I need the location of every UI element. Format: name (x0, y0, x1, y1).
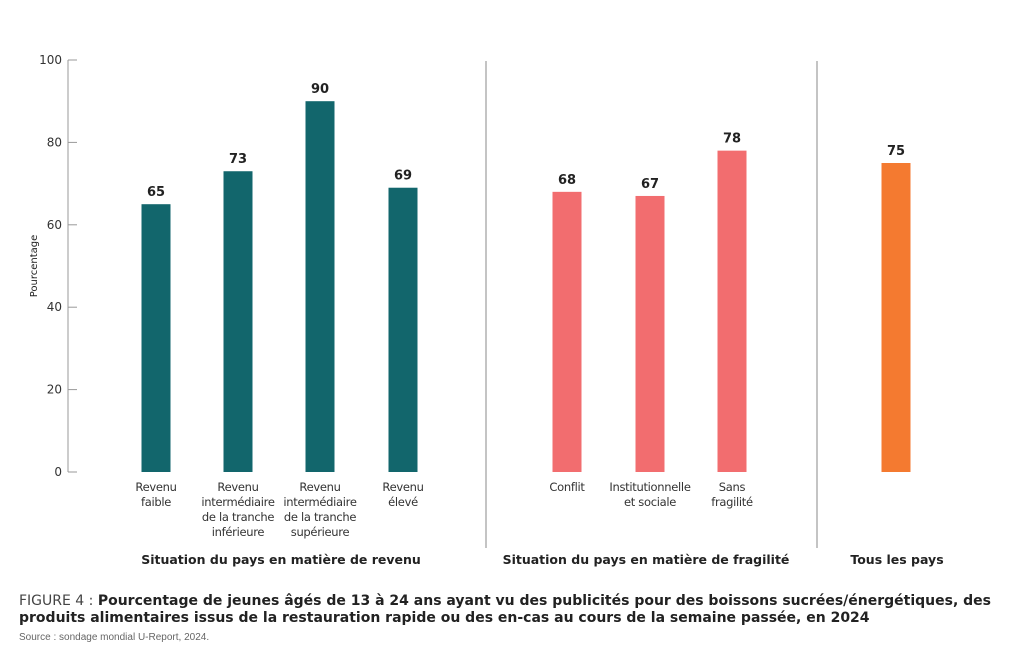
x-tick-label: intermédiaire (201, 495, 274, 509)
data-label: 78 (723, 132, 741, 147)
x-tick-label: Revenu (135, 480, 176, 494)
x-tick-label: Institutionnelle (609, 480, 690, 494)
data-label: 67 (641, 177, 659, 192)
bar (141, 204, 171, 472)
bar (305, 101, 335, 472)
x-tick-label: Revenu (299, 480, 340, 494)
y-tick-label: 100 (39, 53, 62, 67)
bars (141, 101, 911, 473)
x-tick-label: faible (141, 495, 171, 509)
figure-number: FIGURE 4 : (19, 593, 98, 609)
bar (388, 187, 418, 472)
x-tick-label: de la tranche (202, 510, 275, 524)
x-tick-label: et sociale (624, 495, 676, 509)
bar (717, 150, 747, 472)
data-label: 73 (229, 152, 247, 167)
data-label: 90 (311, 82, 329, 97)
group-label: Situation du pays en matière de revenu (141, 552, 421, 567)
x-tick-label: supérieure (291, 525, 350, 539)
figure-title: Pourcentage de jeunes âgés de 13 à 24 an… (19, 593, 991, 626)
group-label: Situation du pays en matière de fragilit… (503, 552, 790, 567)
y-axis-label: Pourcentage (29, 235, 40, 298)
bar (552, 191, 582, 472)
y-tick-label: 60 (47, 218, 62, 232)
x-tick-label: Revenu (382, 480, 423, 494)
source-note: Source : sondage mondial U-Report, 2024. (19, 632, 210, 643)
bar (223, 171, 253, 473)
figure-caption: FIGURE 4 : Pourcentage de jeunes âgés de… (19, 593, 1019, 627)
x-tick-label: Revenu (217, 480, 258, 494)
data-label: 69 (394, 169, 412, 184)
group-label: Tous les pays (850, 552, 943, 567)
y-tick-label: 20 (47, 383, 62, 397)
bar (635, 195, 665, 472)
data-label: 68 (558, 173, 576, 188)
y-tick-label: 0 (54, 465, 62, 479)
y-tick-label: 80 (47, 135, 62, 149)
x-tick-label: Conflit (549, 480, 585, 494)
data-label: 75 (887, 144, 905, 159)
y-tick-label: 40 (47, 300, 62, 314)
bar (881, 163, 911, 472)
x-tick-label: intermédiaire (283, 495, 356, 509)
x-tick-label: Sans (719, 480, 746, 494)
y-axis: 0 20 40 60 80 100 Pourcentage (29, 53, 818, 548)
x-tick-label: fragilité (711, 495, 753, 509)
x-tick-label: élevé (388, 495, 418, 509)
data-label: 65 (147, 185, 165, 200)
x-tick-label: de la tranche (284, 510, 357, 524)
x-tick-label: inférieure (212, 525, 265, 539)
